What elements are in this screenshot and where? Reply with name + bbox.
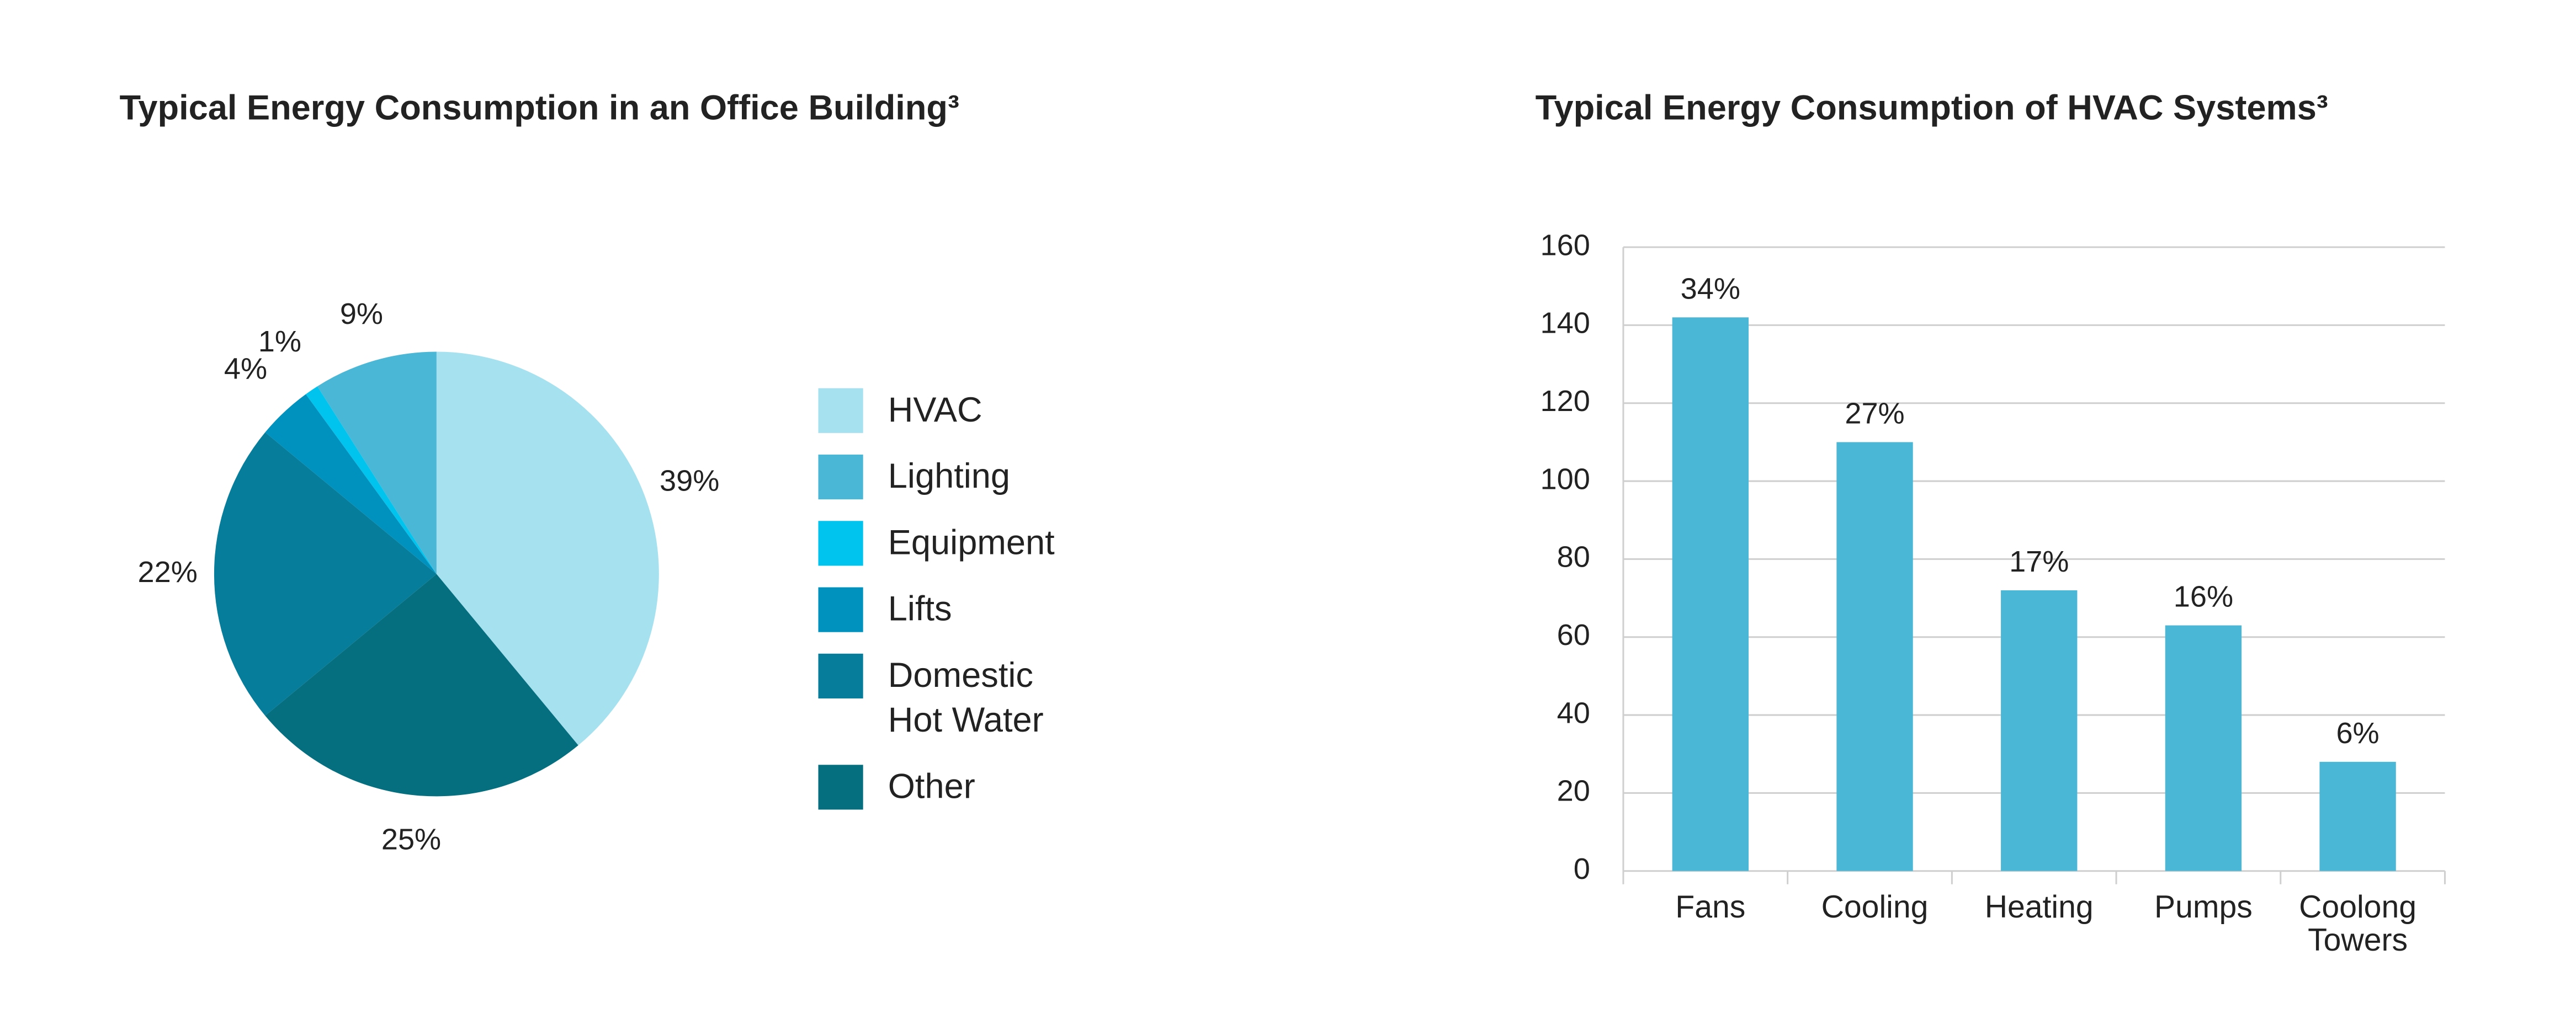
y-tick-label: 100 [1541, 462, 1590, 495]
legend: HVAC Lighting Equipment Lifts Domestic Hot W… [818, 388, 1087, 810]
legend-swatch [818, 653, 863, 698]
data-label: 4% [224, 352, 267, 385]
x-tick-label: Coolong Towers [2299, 890, 2417, 959]
y-tick-label: 0 [1574, 852, 1590, 885]
legend-label: Lifts [888, 590, 952, 629]
pie-slice [214, 432, 437, 716]
legend-item: Domestic Hot Water [818, 653, 1087, 743]
legend-label: HVAC [888, 391, 982, 430]
y-tick-label: 60 [1557, 618, 1590, 652]
pie-slice [306, 386, 437, 574]
legend-swatch [818, 587, 863, 632]
legend-item: Lifts [818, 587, 1087, 632]
legend-label: Lighting [888, 457, 1011, 497]
data-label: 17% [2009, 545, 2069, 578]
bar [2001, 590, 2078, 871]
bar [1836, 442, 1913, 871]
data-label: 6% [2336, 717, 2379, 750]
legend-item: Other [818, 765, 1087, 810]
data-label: 9% [340, 297, 383, 330]
y-tick-label: 140 [1541, 307, 1590, 340]
data-label: 39% [660, 465, 719, 498]
pie-slice [317, 351, 437, 574]
legend-item: HVAC [818, 388, 1087, 433]
chart-title: Typical Energy Consumption of HVAC Syste… [1535, 89, 2328, 128]
data-label: 1% [258, 325, 301, 358]
legend-swatch [818, 388, 863, 433]
chart-title: Typical Energy Consumption in an Office … [119, 89, 960, 128]
data-label: 22% [138, 556, 198, 589]
y-tick-label: 40 [1557, 696, 1590, 729]
bar [2165, 625, 2242, 871]
pie-slice [265, 394, 437, 574]
y-tick-label: 120 [1541, 385, 1590, 418]
pie-slice [265, 574, 578, 797]
y-tick-label: 160 [1541, 228, 1590, 262]
legend-label: Other [888, 768, 975, 807]
x-tick-label: Pumps [2154, 890, 2253, 926]
legend-item: Equipment [818, 521, 1087, 566]
pie-slice [436, 351, 659, 745]
y-tick-label: 80 [1557, 541, 1590, 574]
data-label: 16% [2174, 580, 2233, 613]
legend-label: Equipment [888, 524, 1055, 563]
legend-swatch [818, 765, 863, 810]
bar [1672, 317, 1749, 871]
data-label: 27% [1845, 397, 1904, 430]
bar [2319, 761, 2396, 871]
x-tick-label: Cooling [1821, 890, 1929, 926]
legend-swatch [818, 454, 863, 500]
x-tick-label: Fans [1675, 890, 1746, 926]
y-tick-label: 20 [1557, 775, 1590, 808]
legend-swatch [818, 521, 863, 566]
data-label: 25% [381, 823, 441, 856]
legend-item: Lighting [818, 454, 1087, 500]
legend-label: Domestic Hot Water [888, 657, 1044, 740]
x-tick-label: Heating [1984, 890, 2094, 926]
data-label: 34% [1681, 272, 1740, 305]
